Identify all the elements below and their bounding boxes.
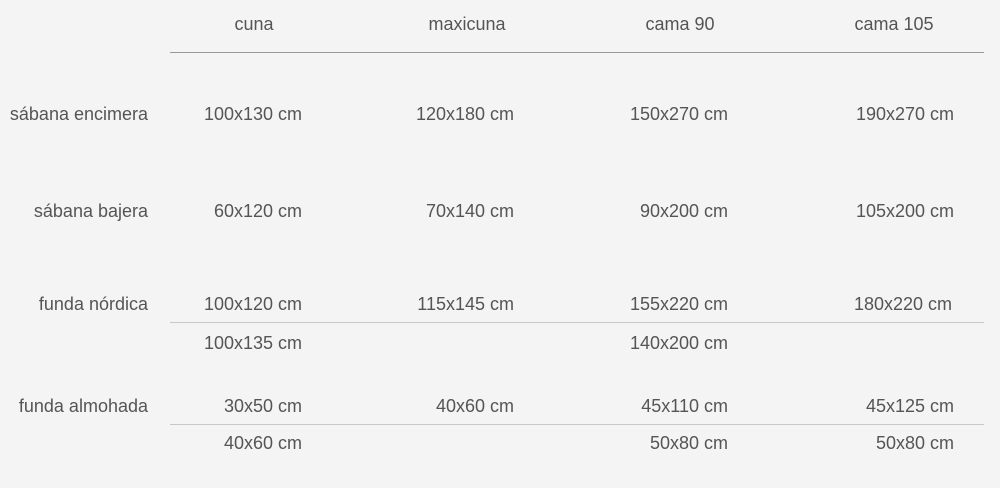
table-cell: 180x220 cm [853, 294, 952, 314]
table-cell: 45x110 cm [641, 396, 728, 416]
table-cell: 150x270 cm [629, 104, 728, 124]
table-cell: 30x50 cm [223, 396, 302, 416]
table-cell: 105x200 cm [855, 201, 954, 221]
table-cell: 155x220 cm [629, 294, 728, 314]
table-cell-alt: 50x80 cm [649, 433, 728, 453]
row-divider [170, 322, 984, 323]
table-cell-alt: 40x60 cm [223, 433, 302, 453]
column-header-maxicuna: maxicuna [428, 14, 506, 34]
table-cell: 40x60 cm [435, 396, 514, 416]
table-cell-alt: 50x80 cm [875, 433, 954, 453]
table-cell: 190x270 cm [855, 104, 954, 124]
table-cell: 70x140 cm [425, 201, 514, 221]
table-cell: 120x180 cm [415, 104, 514, 124]
table-cell-alt: 140x200 cm [629, 333, 728, 353]
table-cell-alt: 100x135 cm [203, 333, 302, 353]
table-cell: 100x130 cm [203, 104, 302, 124]
header-divider [170, 52, 984, 53]
row-label: funda almohada [18, 396, 148, 416]
column-header-cama-90: cama 90 [645, 14, 715, 34]
column-header-cuna: cuna [234, 14, 274, 34]
row-label: funda nórdica [38, 294, 148, 314]
column-header-cama-105: cama 105 [854, 14, 934, 34]
table-cell: 60x120 cm [213, 201, 302, 221]
row-divider [170, 424, 984, 425]
row-label: sábana bajera [33, 201, 148, 221]
table-cell: 90x200 cm [639, 201, 728, 221]
table-cell: 115x145 cm [417, 294, 514, 314]
table-cell: 100x120 cm [203, 294, 302, 314]
table-cell: 45x125 cm [865, 396, 954, 416]
row-label: sábana encimera [9, 104, 148, 124]
